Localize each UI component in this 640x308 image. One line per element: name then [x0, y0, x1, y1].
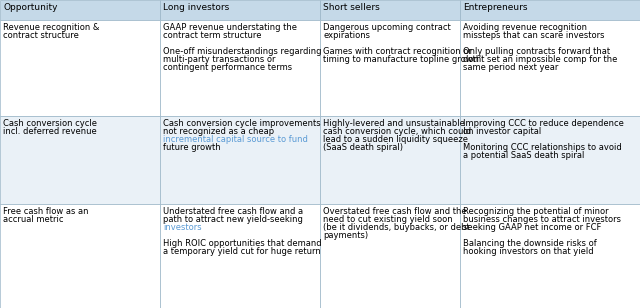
Text: Entrepreneurs: Entrepreneurs: [463, 3, 527, 12]
Text: High ROIC opportunities that demand: High ROIC opportunities that demand: [163, 239, 322, 248]
Text: Revenue recognition &: Revenue recognition &: [3, 23, 99, 32]
Text: a potential SaaS death spiral: a potential SaaS death spiral: [463, 152, 584, 160]
Bar: [0, 116, 160, 204]
Bar: [460, 0, 640, 20]
Text: One-off misunderstandings regarding: One-off misunderstandings regarding: [163, 47, 321, 56]
Bar: [320, 20, 460, 116]
Text: a temporary yield cut for huge return: a temporary yield cut for huge return: [163, 248, 321, 257]
Text: Long investors: Long investors: [163, 3, 229, 12]
Text: Short sellers: Short sellers: [323, 3, 380, 12]
Text: contract structure: contract structure: [3, 31, 79, 40]
Bar: [320, 204, 460, 308]
Text: lead to a sudden liquidity squeeze: lead to a sudden liquidity squeeze: [323, 135, 468, 144]
Text: Cash conversion cycle: Cash conversion cycle: [3, 119, 97, 128]
Text: Dangerous upcoming contract: Dangerous upcoming contract: [323, 23, 451, 32]
Text: cash conversion cycle, which could: cash conversion cycle, which could: [323, 127, 471, 136]
Bar: [0, 0, 160, 20]
Text: don't set an impossible comp for the: don't set an impossible comp for the: [463, 55, 618, 64]
Text: Avoiding revenue recognition: Avoiding revenue recognition: [463, 23, 587, 32]
Bar: [0, 204, 160, 308]
Text: multi-party transactions or: multi-party transactions or: [163, 55, 275, 64]
Text: Cash conversion cycle improvements: Cash conversion cycle improvements: [163, 119, 321, 128]
Text: Games with contract recognition or: Games with contract recognition or: [323, 47, 472, 56]
Bar: [160, 116, 320, 204]
Text: Overstated free cash flow and the: Overstated free cash flow and the: [323, 207, 467, 216]
Bar: [160, 20, 320, 116]
Bar: [460, 116, 640, 204]
Bar: [160, 0, 320, 20]
Text: incl. deferred revenue: incl. deferred revenue: [3, 127, 97, 136]
Text: (SaaS death spiral): (SaaS death spiral): [323, 143, 403, 152]
Text: Improving CCC to reduce dependence: Improving CCC to reduce dependence: [463, 119, 624, 128]
Bar: [320, 116, 460, 204]
Text: incremental capital source to fund: incremental capital source to fund: [163, 135, 308, 144]
Bar: [460, 204, 640, 308]
Bar: [160, 204, 320, 308]
Text: seeking GAAP net income or FCF: seeking GAAP net income or FCF: [463, 223, 602, 232]
Text: Free cash flow as an: Free cash flow as an: [3, 207, 88, 216]
Text: (be it dividends, buybacks, or debt: (be it dividends, buybacks, or debt: [323, 223, 470, 232]
Text: hooking investors on that yield: hooking investors on that yield: [463, 248, 594, 257]
Text: accrual metric: accrual metric: [3, 215, 63, 224]
Text: not recognized as a cheap: not recognized as a cheap: [163, 127, 274, 136]
Text: future growth: future growth: [163, 143, 221, 152]
Text: Understated free cash flow and a: Understated free cash flow and a: [163, 207, 303, 216]
Text: Balancing the downside risks of: Balancing the downside risks of: [463, 239, 596, 248]
Text: same period next year: same period next year: [463, 63, 558, 72]
Text: GAAP revenue understating the: GAAP revenue understating the: [163, 23, 297, 32]
Text: contingent performance terms: contingent performance terms: [163, 63, 292, 72]
Text: investors: investors: [163, 223, 202, 232]
Text: timing to manufacture topline growth: timing to manufacture topline growth: [323, 55, 481, 64]
Text: need to cut existing yield soon: need to cut existing yield soon: [323, 215, 452, 224]
Bar: [320, 0, 460, 20]
Text: path to attract new yield-seeking: path to attract new yield-seeking: [163, 215, 303, 224]
Bar: [460, 20, 640, 116]
Text: contract term structure: contract term structure: [163, 31, 262, 40]
Text: Highly-levered and unsustainable: Highly-levered and unsustainable: [323, 119, 465, 128]
Text: on investor capital: on investor capital: [463, 127, 541, 136]
Text: business changes to attract investors: business changes to attract investors: [463, 215, 621, 224]
Text: payments): payments): [323, 231, 368, 240]
Bar: [0, 20, 160, 116]
Text: Opportunity: Opportunity: [3, 3, 58, 12]
Text: Monitoring CCC relationships to avoid: Monitoring CCC relationships to avoid: [463, 143, 621, 152]
Text: Recognizing the potential of minor: Recognizing the potential of minor: [463, 207, 609, 216]
Text: missteps that can scare investors: missteps that can scare investors: [463, 31, 605, 40]
Text: Only pulling contracts forward that: Only pulling contracts forward that: [463, 47, 610, 56]
Text: expirations: expirations: [323, 31, 370, 40]
